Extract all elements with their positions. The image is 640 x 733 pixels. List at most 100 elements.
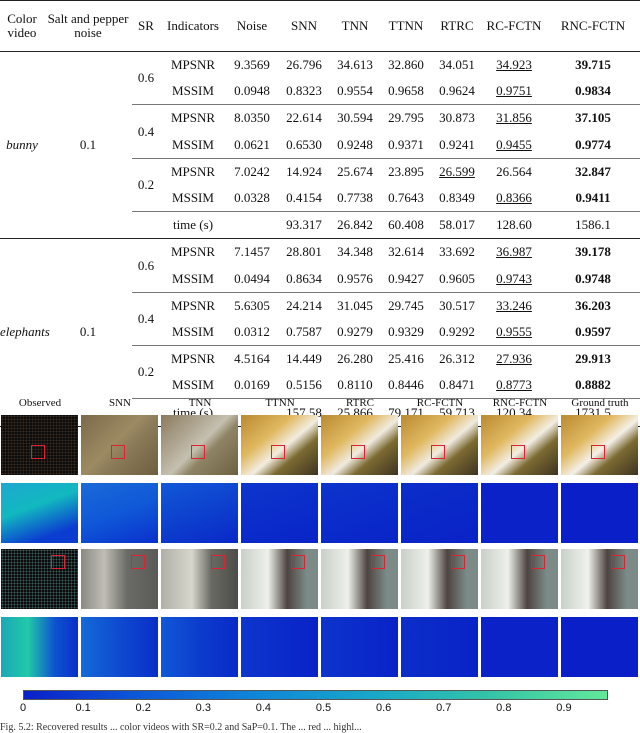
colorbar-tick-label: 0.4	[255, 702, 272, 714]
metric-value: 0.9748	[575, 270, 611, 286]
metric-value: 7.0242	[234, 163, 270, 179]
image-bunny-rtrc	[321, 415, 398, 475]
indicator-label: time (s)	[160, 211, 226, 240]
metric-value: 32.614	[388, 244, 424, 260]
metric-value: 0.8446	[388, 377, 424, 393]
error-map-bunny-rnc-fctn	[481, 483, 558, 543]
metric-value: 0.9248	[337, 136, 373, 152]
metric-value: 24.214	[286, 297, 322, 313]
metric-value: 31.045	[337, 297, 373, 313]
metric-value: 0.0621	[234, 136, 270, 152]
metric-value: 8.0350	[234, 110, 270, 126]
header-sr: SR	[132, 0, 160, 52]
indicator-label: MPSNR	[170, 163, 216, 179]
time-value: 93.317	[278, 211, 330, 240]
metric-value: 36.203	[575, 297, 611, 313]
table-row: 0.4 MPSNR 8.0350 22.614 30.594 29.795 30.873 31…	[0, 104, 640, 159]
colorbar-tick-label: 0.5	[315, 702, 332, 714]
metric-value: 37.105	[575, 110, 611, 126]
table-row: MSSIM 0.0948 0.8323 0.9554 0.9658 0.9624 0.975…	[0, 78, 640, 106]
metric-value: 0.9292	[439, 323, 475, 339]
metric-value: 26.280	[337, 351, 373, 367]
metric-value: 0.8773	[496, 377, 532, 393]
figure-column-labels: Observed SNN TNN TTNN RTRC RC-FCTN RNC-F…	[0, 395, 640, 413]
image-elephants-observed	[1, 549, 78, 609]
error-map-elephants-rnc-fctn	[481, 617, 558, 677]
metric-value: 0.7738	[337, 190, 373, 206]
colorbar-tick-label: 0.2	[135, 702, 151, 714]
metric-value: 25.416	[388, 351, 424, 367]
error-map-bunny-ground-truth	[561, 483, 638, 543]
header-snn: SNN	[278, 0, 330, 52]
elephants-error-row	[0, 617, 640, 677]
image-elephants-snn	[81, 549, 158, 609]
bunny-recovered-row	[0, 415, 640, 475]
metric-value: 0.9658	[388, 83, 424, 99]
metric-value: 0.8323	[286, 83, 322, 99]
metric-value: 29.745	[388, 297, 424, 313]
col-label-rtrc: RTRC	[345, 397, 375, 409]
table-row: MSSIM 0.0328 0.4154 0.7738 0.7643 0.8349 0.836…	[0, 184, 640, 213]
indicator-label: MPSNR	[170, 110, 216, 126]
header-noise-level: Salt and pepper noise	[44, 0, 132, 52]
metric-value: 0.8634	[286, 270, 322, 286]
video-name: elephants	[0, 238, 50, 427]
col-label-rnc-fctn: RNC-FCTN	[492, 397, 548, 409]
metric-value: 0.9427	[388, 270, 424, 286]
table-row: 0.2 MPSNR 7.0242 14.924 25.674 23.895 26.599 26…	[0, 158, 640, 213]
error-map-elephants-rtrc	[321, 617, 398, 677]
error-map-elephants-snn	[81, 617, 158, 677]
header-ttnn: TTNN	[380, 0, 432, 52]
metric-value: 0.9555	[496, 323, 532, 339]
image-bunny-tnn	[161, 415, 238, 475]
metric-value: 0.8471	[439, 377, 475, 393]
noise-level: 0.1	[44, 51, 132, 240]
metric-value: 5.6305	[234, 297, 270, 313]
indicator-label: MPSNR	[170, 244, 216, 260]
metric-value: 0.8882	[575, 377, 611, 393]
table-row: elephants 0.1 0.6 MPSNR 7.1457 28.801 34.348 32…	[0, 238, 640, 427]
col-label-ground-truth: Ground truth	[571, 397, 629, 409]
image-elephants-ttnn	[241, 549, 318, 609]
col-label-snn: SNN	[108, 397, 131, 409]
metric-value: 0.9774	[575, 136, 611, 152]
colorbar-tick-label: 0	[19, 702, 27, 714]
metric-value: 0.9411	[575, 190, 611, 206]
metric-value: 36.987	[496, 244, 532, 260]
time-value: 1586.1	[546, 211, 640, 240]
metric-value: 34.923	[496, 57, 532, 73]
metric-value: 34.613	[337, 57, 373, 73]
metric-value: 39.715	[575, 57, 611, 73]
metric-value: 25.674	[337, 163, 373, 179]
metric-value: 26.796	[286, 57, 322, 73]
error-map-elephants-rc-fctn	[401, 617, 478, 677]
time-row: time (s) 93.317 26.842 60.408 58.017 128.60 15…	[0, 211, 640, 240]
metric-value: 33.692	[439, 244, 475, 260]
metric-value: 0.9455	[496, 136, 532, 152]
metric-value: 0.9554	[337, 83, 373, 99]
header-rnc-fctn: RNC-FCTN	[546, 0, 640, 52]
metric-value: 14.449	[286, 351, 322, 367]
noise-level: 0.1	[44, 238, 132, 427]
header-noise: Noise	[226, 0, 278, 52]
metric-value: 26.564	[496, 163, 532, 179]
table-row: 0.4 MPSNR 5.6305 24.214 31.045 29.745 30.517 33…	[0, 292, 640, 347]
indicator-label: MPSNR	[170, 297, 216, 313]
metric-value: 32.860	[388, 57, 424, 73]
table-header-row: Color video Salt and pepper noise SR Ind…	[0, 0, 640, 52]
metric-value: 0.9605	[439, 270, 475, 286]
bunny-error-row	[0, 483, 640, 543]
metric-value: 0.5156	[286, 377, 322, 393]
indicator-label: MSSIM	[160, 131, 226, 159]
header-rc-fctn: RC-FCTN	[482, 0, 546, 52]
colorbar-tick-label: 0.9	[556, 702, 572, 714]
metric-value: 0.0328	[234, 190, 270, 206]
figure-caption: Fig. 5.2: Recovered results ... color vi…	[0, 722, 362, 733]
table-row: 0.2 MPSNR 4.5164 14.449 26.280 25.416 26.312 27…	[0, 345, 640, 400]
colorbar-tick-label: 0.8	[496, 702, 512, 714]
metric-value: 32.847	[575, 163, 611, 179]
image-bunny-rc-fctn	[401, 415, 478, 475]
metric-value: 39.178	[575, 244, 611, 260]
metric-value: 7.1457	[234, 244, 270, 260]
table-body: bunny 0.1 0.6 MPSNR 9.3569 26.796 34.613 32.860…	[0, 51, 640, 427]
